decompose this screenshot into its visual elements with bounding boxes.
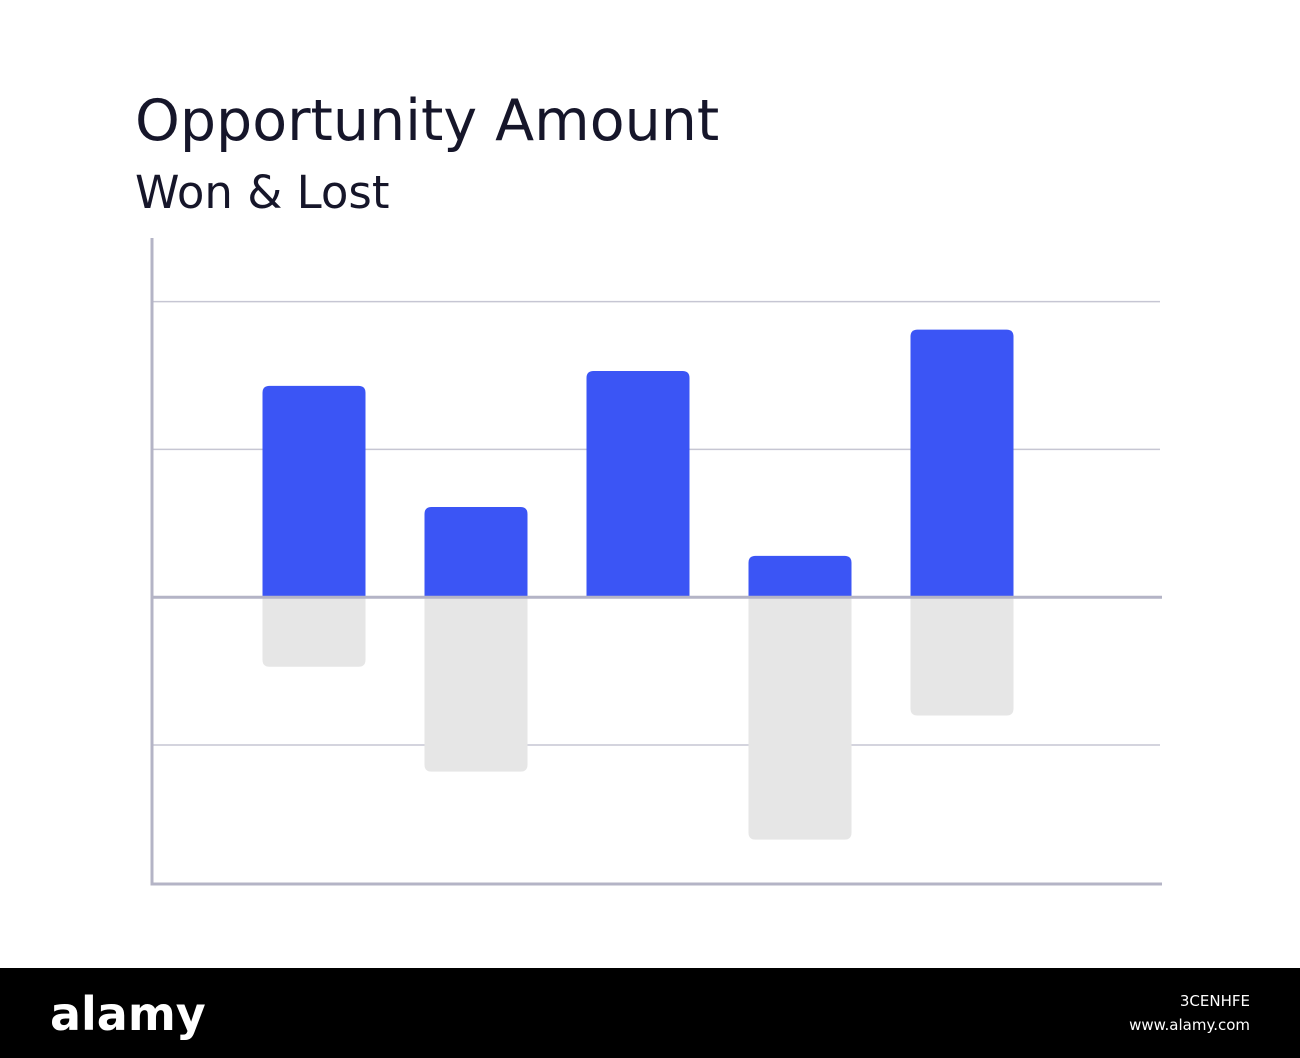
bar bbox=[424, 507, 528, 598]
bar bbox=[748, 555, 852, 598]
watermark-id: 3CENHFE bbox=[1180, 992, 1250, 1010]
watermark-url: www.alamy.com bbox=[1129, 1016, 1250, 1034]
bar bbox=[586, 371, 690, 598]
bar bbox=[262, 385, 366, 598]
bar bbox=[424, 597, 528, 772]
chart-subtitle: Won & Lost bbox=[135, 166, 390, 219]
bar bbox=[748, 597, 852, 840]
chart-title: Opportunity Amount bbox=[135, 88, 719, 154]
bar bbox=[262, 597, 366, 667]
watermark-band bbox=[0, 968, 1300, 1058]
bar bbox=[910, 597, 1014, 716]
bar bbox=[910, 329, 1014, 598]
watermark-logo: alamy bbox=[50, 987, 206, 1041]
